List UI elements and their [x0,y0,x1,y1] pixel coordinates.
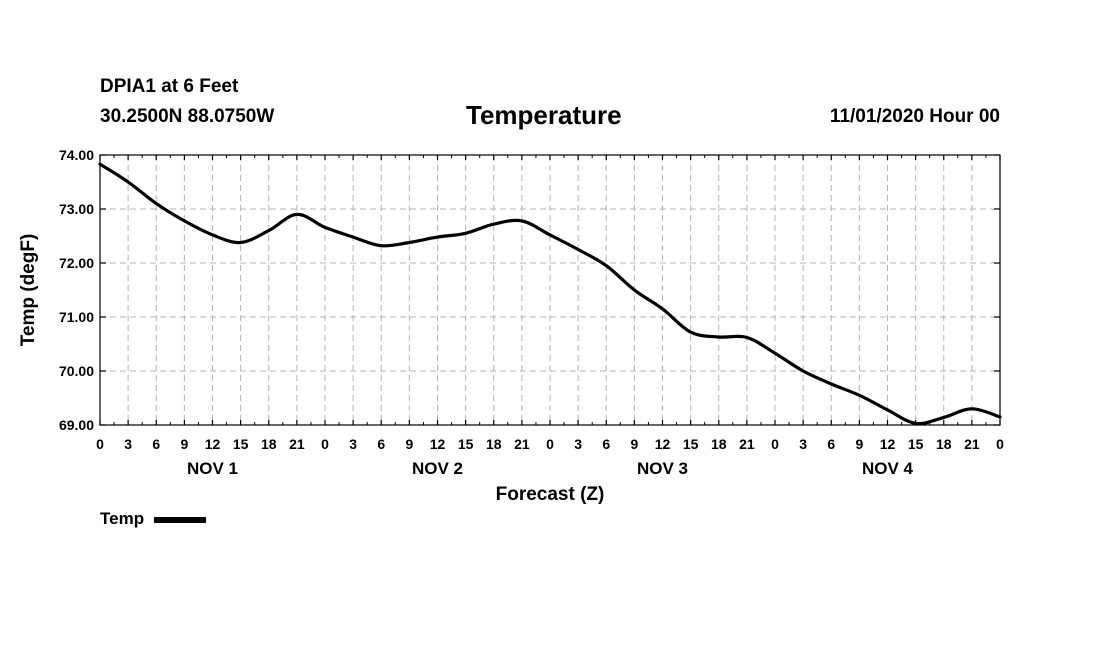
y-tick-label: 72.00 [59,255,94,271]
x-tick-label: 6 [377,436,385,452]
forecast-datetime: 11/01/2020 Hour 00 [829,106,1000,127]
x-tick-label: 0 [546,436,554,452]
x-tick-label: 9 [180,436,188,452]
x-tick-label: 15 [908,436,924,452]
chart-title: Temperature [466,100,622,130]
x-tick-label: 3 [124,436,132,452]
x-axis-title: Forecast (Z) [496,484,605,505]
legend: Temp [100,509,207,529]
y-tick-label: 73.00 [59,201,94,217]
x-tick-label: 15 [458,436,474,452]
day-label: NOV 2 [412,459,463,478]
x-tick-label: 0 [96,436,104,452]
axis-labels: 0 3 6 9 12 15 18 21 0 3 6 9 12 15 18 21 0 3 6 9 12 15 18 21 0 3 6 9… [59,147,1004,478]
x-tick-label: 6 [827,436,835,452]
station-name: DPIA1 at 6 Feet [100,76,239,97]
x-tick-label: 21 [514,436,530,452]
x-tick-label: 0 [771,436,779,452]
x-tick-label: 18 [261,436,277,452]
x-tick-label: 3 [574,436,582,452]
x-tick-label: 9 [630,436,638,452]
temp-series-line [98,162,1002,426]
x-tick-label: 18 [936,436,952,452]
y-tick-label: 74.00 [59,147,94,163]
x-tick-label: 3 [799,436,807,452]
x-tick-label: 12 [655,436,671,452]
day-label: NOV 3 [637,459,688,478]
y-tick-label: 71.00 [59,309,94,325]
x-tick-label: 12 [205,436,221,452]
axis-ticks [99,154,1001,426]
x-tick-label: 12 [430,436,446,452]
series-layer [98,162,1002,426]
x-tick-label: 12 [880,436,896,452]
x-tick-label: 6 [602,436,610,452]
x-tick-label: 21 [739,436,755,452]
x-tick-label: 0 [996,436,1004,452]
x-tick-label: 6 [152,436,160,452]
y-tick-label: 69.00 [59,417,94,433]
x-tick-label: 18 [711,436,727,452]
station-coordinates: 30.2500N 88.0750W [100,106,275,127]
legend-label: Temp [100,509,145,528]
grid-lines [100,155,1000,425]
day-label: NOV 4 [862,459,914,478]
x-tick-label: 15 [233,436,249,452]
x-tick-label: 9 [855,436,863,452]
x-tick-label: 21 [964,436,980,452]
x-tick-label: 21 [289,436,305,452]
legend-swatch [154,517,207,523]
x-tick-label: 18 [486,436,502,452]
y-axis-title: Temp (degF) [18,234,39,347]
y-tick-label: 70.00 [59,363,94,379]
x-tick-label: 3 [349,436,357,452]
x-tick-label: 15 [683,436,699,452]
x-tick-label: 0 [321,436,329,452]
x-tick-label: 9 [405,436,413,452]
day-label: NOV 1 [187,459,238,478]
